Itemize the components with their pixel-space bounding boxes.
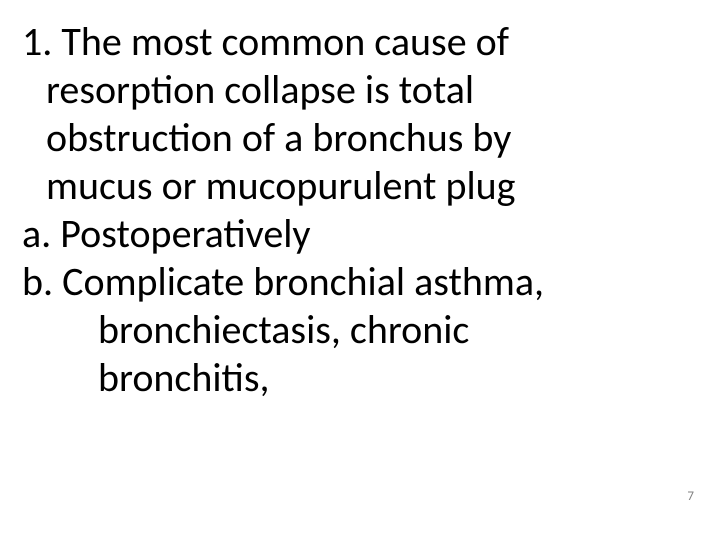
text-line: b. Complicate bronchial asthma, <box>22 258 688 306</box>
text-line: 1. The most common cause of <box>22 18 688 66</box>
text-line: bronchiectasis, chronic <box>22 306 688 354</box>
text-line: mucus or mucopurulent plug <box>22 162 688 210</box>
page-number: 7 <box>687 489 694 504</box>
text-line: resorption collapse is total <box>22 66 688 114</box>
text-line: bronchitis, <box>22 354 688 402</box>
slide-text-block: 1. The most common cause of resorption c… <box>22 18 688 402</box>
text-line: a. Postoperatively <box>22 210 688 258</box>
text-line: obstruction of a bronchus by <box>22 114 688 162</box>
slide-container: 1. The most common cause of resorption c… <box>0 0 720 540</box>
